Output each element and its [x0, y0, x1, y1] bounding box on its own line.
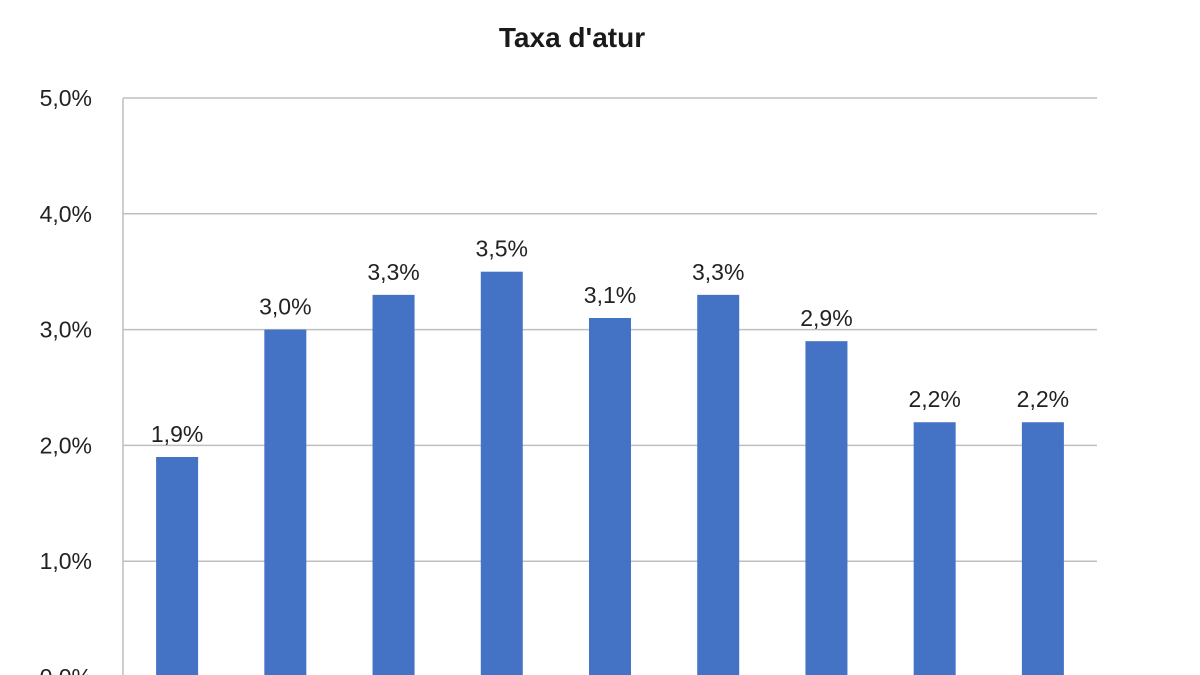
y-tick-label: 4,0% [40, 201, 92, 227]
bar [1021, 422, 1064, 675]
bar [264, 329, 307, 675]
data-label: 3,0% [259, 294, 311, 320]
data-label: 3,1% [584, 282, 636, 308]
data-label: 2,9% [800, 305, 852, 331]
bar [480, 271, 523, 675]
data-label: 2,2% [1017, 386, 1069, 412]
y-tick-label: 5,0% [40, 85, 92, 111]
bar [697, 294, 740, 675]
chart-title: Taxa d'atur [499, 22, 645, 53]
bars [156, 271, 1064, 675]
bar [805, 341, 848, 675]
bar [589, 318, 631, 675]
bar [156, 456, 199, 675]
data-labels: 1,9% 3,0% 3,3% 3,5% 3,1% 3,3% 2,9% 2,2% 2,2% [151, 236, 1069, 447]
bar [913, 422, 956, 675]
y-tick-label: 2,0% [40, 432, 92, 458]
data-label: 2,2% [908, 386, 960, 412]
data-label: 3,3% [367, 259, 419, 285]
data-label: 1,9% [151, 421, 203, 447]
y-tick-label: 0,0% [40, 664, 92, 675]
y-axis-tick-labels: 0,0% 1,0% 2,0% 3,0% 4,0% 5,0% [40, 85, 92, 675]
y-tick-label: 1,0% [40, 548, 92, 574]
data-label: 3,3% [692, 259, 744, 285]
bar [372, 294, 415, 675]
data-label: 3,5% [476, 236, 528, 262]
y-tick-label: 3,0% [40, 317, 92, 343]
